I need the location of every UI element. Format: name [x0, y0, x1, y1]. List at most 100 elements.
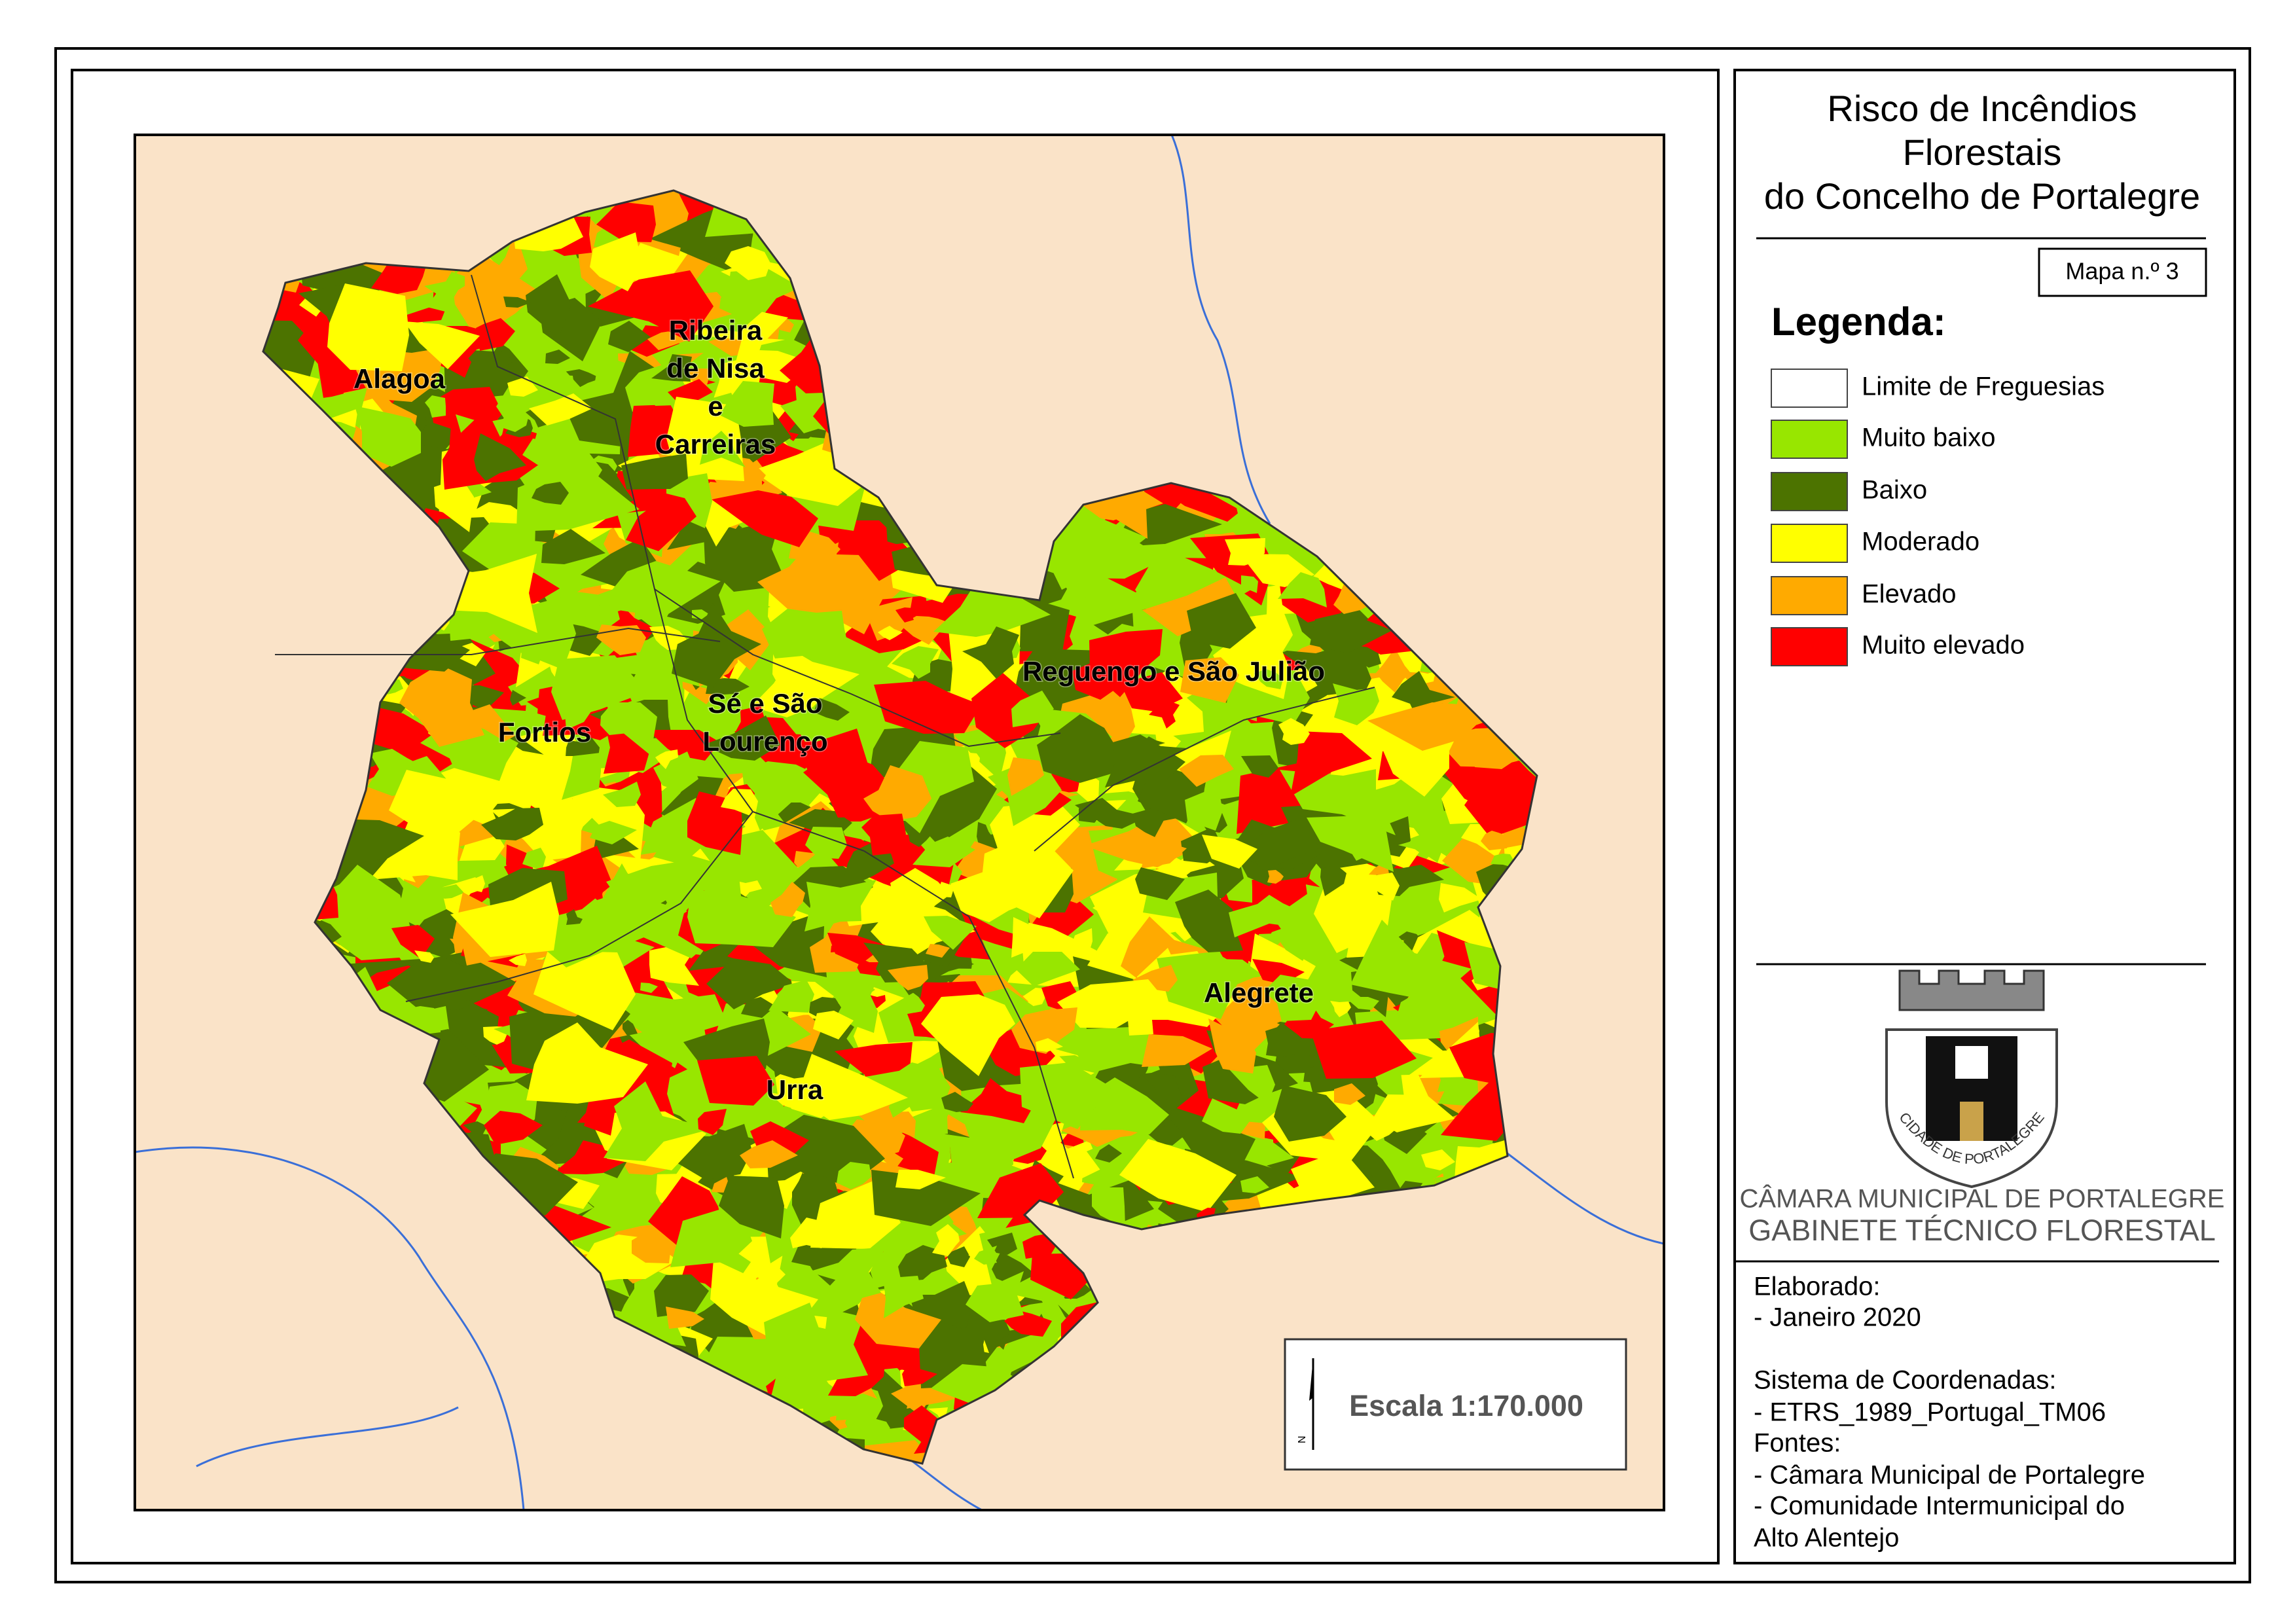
river [135, 1146, 525, 1510]
scale-text: Escala 1:170.000 [1349, 1389, 1583, 1422]
risk-patch [1439, 883, 1482, 912]
side-panel: Risco de Incêndios Florestais do Concelh… [1733, 69, 2236, 1564]
legend-swatch [1771, 472, 1848, 511]
risk-patch [484, 1111, 543, 1145]
risk-patch [825, 972, 875, 1009]
legend-label: Muito elevado [1862, 631, 2025, 660]
risk-patch [632, 1232, 671, 1263]
risk-patch [425, 395, 446, 418]
legend-label: Limite de Freguesias [1862, 372, 2105, 401]
map-number: Mapa n.º 3 [2065, 258, 2178, 285]
risk-patch [490, 790, 598, 861]
risk-patch [786, 741, 825, 763]
river [1170, 135, 1271, 524]
risk-patch [909, 1281, 973, 1329]
credit-line: - Janeiro 2020 [1754, 1303, 1921, 1332]
risk-patch [410, 891, 428, 902]
legend-title: Legenda: [1771, 300, 1946, 344]
risk-patch [1243, 816, 1318, 871]
parish-label: Ribeira [669, 315, 763, 346]
river [196, 1406, 459, 1468]
risk-patch [837, 535, 898, 560]
risk-patch [1388, 899, 1442, 929]
risk-patch [564, 369, 601, 388]
institution: CÂMARA MUNICIPAL DE PORTALEGRE [1740, 1184, 2225, 1214]
risk-patch [823, 676, 888, 725]
risk-patch [783, 1363, 797, 1380]
north-label: N [1297, 1435, 1308, 1443]
parish-label: de Nisa [666, 353, 765, 384]
scale-box: N Escala 1:170.000 [1284, 1338, 1627, 1471]
risk-patch [431, 884, 464, 899]
risk-patch [1093, 894, 1127, 917]
institution: GABINETE TÉCNICO FLORESTAL [1748, 1214, 2215, 1247]
river [1505, 1151, 1664, 1245]
risk-patch [751, 603, 770, 615]
risk-patch [1100, 1035, 1130, 1068]
legend-swatch [1771, 524, 1848, 563]
risk-patch [865, 1419, 890, 1443]
legend-swatch [1771, 369, 1848, 408]
credit-line: Fontes: [1754, 1429, 1841, 1458]
crest: CIDADE DE PORTALEGRE [1885, 969, 2058, 1189]
credit-line: - Câmara Municipal de Portalegre [1754, 1461, 2145, 1490]
parish-label: Fortios [498, 717, 591, 748]
parish-label: Alagoa [353, 363, 446, 394]
parish-label: Carreiras [655, 429, 776, 460]
parish-label: e [708, 391, 723, 422]
risk-patch [706, 958, 795, 1009]
risk-patch [510, 690, 526, 706]
risk-patch [895, 607, 914, 623]
legend-label: Muito baixo [1862, 424, 1996, 452]
risk-patch [992, 1252, 1036, 1284]
risk-patch [768, 980, 814, 1013]
legend-label: Elevado [1862, 580, 1957, 609]
risk-patch [1229, 1065, 1275, 1104]
risk-patch [870, 597, 913, 641]
credit-line: Alto Alentejo [1754, 1524, 1899, 1553]
parish-label: Alegrete [1204, 977, 1314, 1008]
legend-swatch [1771, 420, 1848, 459]
credit-line: - ETRS_1989_Portugal_TM06 [1754, 1398, 2106, 1427]
risk-patch [1061, 1110, 1142, 1153]
risk-patch [947, 1246, 970, 1267]
map-area: Alagoa Ribeira de Nisa e Carreiras Fortios Sé … [135, 135, 1664, 1510]
risk-patch [892, 646, 939, 679]
risk-patch [878, 1152, 903, 1170]
parish-label: Reguengo e São Julião [1022, 656, 1325, 687]
risk-patch [933, 585, 1051, 637]
legend-swatch [1771, 576, 1848, 615]
legend-label: Baixo [1862, 476, 1927, 505]
risk-patch [617, 992, 727, 1068]
title-line: do Concelho de Portalegre [1764, 175, 2200, 217]
title-line: Florestais [1903, 132, 2062, 173]
risk-patch [1265, 1026, 1305, 1057]
risk-patch [900, 616, 956, 645]
risk-patch [878, 626, 903, 640]
risk-patch [741, 997, 776, 1018]
parish-label: Lourenço [702, 726, 827, 757]
legend-swatch [1771, 627, 1848, 666]
risk-patch [1004, 1311, 1052, 1337]
risk-patch [1349, 997, 1379, 1010]
risk-patch [370, 706, 431, 755]
risk-patch [545, 350, 570, 364]
parish-label: Urra [767, 1074, 823, 1105]
legend-label: Moderado [1862, 528, 1979, 556]
risk-patch [463, 685, 504, 711]
risk-patch [814, 994, 878, 1033]
risk-patch [704, 519, 787, 592]
credit-line: Elaborado: [1754, 1272, 1880, 1301]
risk-patch [1421, 1149, 1455, 1170]
crest-quinas [1955, 1046, 1988, 1079]
credit-line: - Comunidade Intermunicipal do [1754, 1492, 2125, 1521]
risk-patch [452, 251, 540, 338]
title-line: Risco de Incêndios [1827, 88, 2137, 129]
risk-patch [647, 730, 720, 761]
risk-patch [988, 765, 1062, 826]
parish-label: Sé e São [708, 688, 822, 719]
risk-patch [1376, 648, 1411, 693]
risk-patch [608, 321, 651, 352]
crest-gate [1960, 1102, 1983, 1141]
